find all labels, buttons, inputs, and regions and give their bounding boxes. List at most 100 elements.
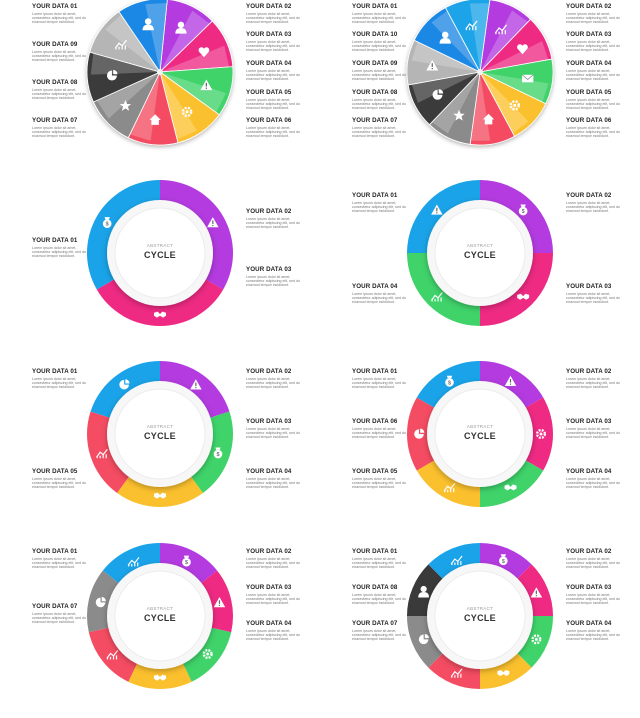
panel-6: $ ABSTRACT CYCLE YOUR DATA 01 Lorem ipsum do… [320, 358, 640, 538]
money-bag-icon: $ [445, 375, 454, 387]
data-label-title: YOUR DATA 02 [246, 548, 292, 555]
data-label: YOUR DATA 04 Lorem ipsum dolor sit amet, … [246, 620, 316, 641]
pie-wheel [406, 0, 554, 146]
segment-fold [160, 72, 227, 113]
data-label: YOUR DATA 08 Lorem ipsum dolor sit amet, … [352, 89, 422, 110]
pie-icon [119, 379, 130, 390]
data-label-title: YOUR DATA 06 [352, 418, 398, 425]
chart-icon [443, 482, 456, 493]
chart-icon [465, 20, 478, 31]
center-subtitle: ABSTRACT [467, 243, 493, 248]
data-label: YOUR DATA 03 Lorem ipsum dolor sit amet, … [246, 418, 316, 439]
segment-fold [160, 10, 210, 73]
handshake-icon [517, 293, 530, 300]
center-subtitle: ABSTRACT [147, 424, 173, 429]
data-label-title: YOUR DATA 07 [352, 620, 398, 627]
data-label-text: Lorem ipsum dolor sit amet, consectetur … [246, 628, 300, 642]
chart-icon [430, 292, 443, 302]
center-subtitle: ABSTRACT [147, 606, 173, 611]
data-label-title: YOUR DATA 05 [352, 468, 398, 475]
data-label-title: YOUR DATA 01 [352, 192, 398, 199]
data-label-title: YOUR DATA 04 [566, 60, 612, 67]
data-label-text: Lorem ipsum dolor sit amet, consectetur … [246, 274, 300, 288]
center-title: CYCLE [464, 250, 496, 260]
data-label: YOUR DATA 10 Lorem ipsum dolor sit amet, … [352, 31, 422, 52]
data-label-title: YOUR DATA 05 [32, 468, 78, 475]
segment-fold [469, 3, 490, 72]
data-label-text: Lorem ipsum dolor sit amet, consectetur … [566, 97, 620, 111]
data-label-text: Lorem ipsum dolor sit amet, consectetur … [246, 556, 300, 570]
pie-icon [95, 597, 106, 608]
data-label: YOUR DATA 05 Lorem ipsum dolor sit amet, … [352, 468, 422, 489]
warning-icon [207, 217, 219, 228]
warning-icon [200, 79, 213, 91]
segment-fold [431, 10, 480, 72]
data-label-title: YOUR DATA 01 [32, 237, 78, 244]
segment-fold [411, 41, 480, 72]
panel-2: YOUR DATA 01 Lorem ipsum dolor sit amet, … [320, 0, 640, 178]
data-label-title: YOUR DATA 02 [246, 3, 292, 10]
data-label-title: YOUR DATA 03 [566, 31, 612, 38]
data-label-text: Lorem ipsum dolor sit amet, consectetur … [32, 556, 86, 570]
data-label: YOUR DATA 04 Lorem ipsum dolor sit amet, … [566, 60, 636, 81]
warning-icon [426, 59, 439, 71]
center-subtitle: ABSTRACT [467, 606, 493, 611]
center-title: CYCLE [464, 613, 496, 623]
ring-segment [188, 411, 233, 494]
data-label: YOUR DATA 03 Lorem ipsum dolor sit amet, … [246, 31, 316, 52]
chart-icon [127, 557, 140, 567]
center-title: CYCLE [144, 250, 176, 260]
data-label-text: Lorem ipsum dolor sit amet, consectetur … [32, 49, 86, 63]
warning-icon [190, 379, 202, 390]
data-label: YOUR DATA 08 Lorem ipsum dolor sit amet, … [32, 79, 102, 100]
data-label-text: Lorem ipsum dolor sit amet, consectetur … [246, 216, 300, 230]
data-label: YOUR DATA 03 Lorem ipsum dolor sit amet, … [566, 584, 636, 605]
data-label-title: YOUR DATA 03 [566, 283, 612, 290]
handshake-icon [154, 492, 166, 499]
data-label-text: Lorem ipsum dolor sit amet, consectetur … [566, 592, 620, 606]
data-label-text: Lorem ipsum dolor sit amet, consectetur … [32, 611, 86, 625]
chart-icon [96, 448, 108, 459]
data-label-text: Lorem ipsum dolor sit amet, consectetur … [566, 426, 620, 440]
data-label: YOUR DATA 01 Lorem ipsum dolor sit amet, … [32, 3, 102, 24]
pie-hub [157, 69, 163, 75]
center-inner-disc [114, 207, 206, 299]
data-label-title: YOUR DATA 04 [246, 60, 292, 67]
data-label: YOUR DATA 02 Lorem ipsum dolor sit amet, … [566, 192, 636, 213]
data-label: YOUR DATA 08 Lorem ipsum dolor sit amet, … [352, 584, 422, 605]
data-label: YOUR DATA 07 Lorem ipsum dolor sit amet, … [352, 117, 422, 138]
panel-3: $ ABSTRACT CYCLE YOUR DATA 01 Lorem ipsum do… [0, 178, 320, 358]
center-subtitle: ABSTRACT [147, 243, 173, 248]
segment-fold [90, 53, 160, 75]
data-label: YOUR DATA 07 Lorem ipsum dolor sit amet, … [32, 117, 102, 138]
ring-segment [514, 564, 553, 616]
star-icon [453, 109, 465, 121]
data-label-text: Lorem ipsum dolor sit amet, consectetur … [246, 592, 300, 606]
data-label: YOUR DATA 01 Lorem ipsum dolor sit amet, … [32, 368, 102, 389]
data-label-text: Lorem ipsum dolor sit amet, consectetur … [246, 376, 300, 390]
data-label-title: YOUR DATA 07 [32, 117, 78, 124]
data-label-title: YOUR DATA 01 [32, 368, 78, 375]
data-label: YOUR DATA 02 Lorem ipsum dolor sit amet, … [246, 208, 316, 229]
svg-text:$: $ [217, 452, 220, 458]
data-label-title: YOUR DATA 04 [352, 283, 398, 290]
data-label: YOUR DATA 04 Lorem ipsum dolor sit amet, … [246, 468, 316, 489]
user-icon [142, 18, 154, 31]
data-label: YOUR DATA 04 Lorem ipsum dolor sit amet, … [566, 468, 636, 489]
data-label-text: Lorem ipsum dolor sit amet, consectetur … [32, 125, 86, 139]
data-label-title: YOUR DATA 05 [246, 89, 292, 96]
segment-fold [105, 14, 160, 72]
data-label: YOUR DATA 04 Lorem ipsum dolor sit amet, … [566, 620, 636, 641]
segment-fold [480, 72, 529, 134]
data-label-text: Lorem ipsum dolor sit amet, consectetur … [246, 426, 300, 440]
data-label-text: Lorem ipsum dolor sit amet, consectetur … [32, 476, 86, 490]
data-label-text: Lorem ipsum dolor sit amet, consectetur … [352, 97, 406, 111]
data-label-text: Lorem ipsum dolor sit amet, consectetur … [352, 592, 406, 606]
warning-icon [213, 597, 226, 608]
data-label: YOUR DATA 06 Lorem ipsum dolor sit amet, … [352, 418, 422, 439]
center-inner-disc [434, 388, 526, 480]
data-label-text: Lorem ipsum dolor sit amet, consectetur … [32, 245, 86, 259]
data-label-text: Lorem ipsum dolor sit amet, consectetur … [566, 556, 620, 570]
data-label: YOUR DATA 03 Lorem ipsum dolor sit amet, … [246, 584, 316, 605]
user-icon [418, 585, 430, 598]
